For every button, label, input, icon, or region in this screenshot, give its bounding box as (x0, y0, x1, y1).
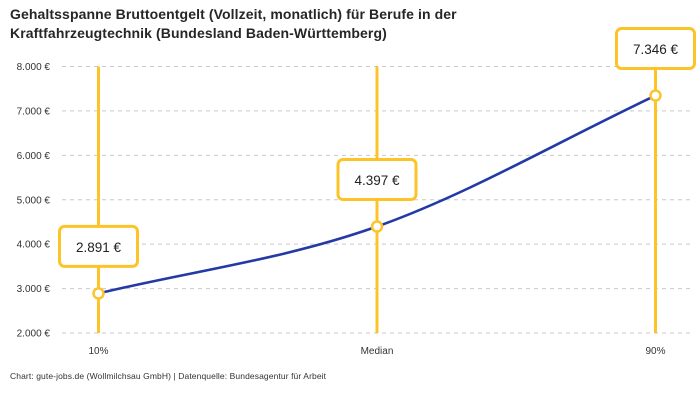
y-tick-label: 2.000 € (17, 329, 51, 340)
y-tick-label: 8.000 € (17, 62, 51, 73)
chart-title-line-1: Gehaltsspanne Bruttoentgelt (Vollzeit, m… (10, 6, 457, 22)
y-tick-label: 5.000 € (17, 195, 51, 206)
data-point-marker (92, 287, 105, 300)
chart-title: Gehaltsspanne Bruttoentgelt (Vollzeit, m… (10, 5, 457, 43)
value-callout-label: 7.346 € (633, 42, 679, 57)
data-point-marker (649, 89, 662, 102)
y-tick-label: 4.000 € (17, 240, 51, 251)
x-tick-label: 10% (88, 346, 108, 357)
value-callout-label: 4.397 € (354, 173, 400, 188)
value-callout-box (336, 158, 418, 202)
value-callout-box (615, 27, 696, 71)
y-tick-label: 6.000 € (17, 151, 51, 162)
data-point-marker (370, 220, 384, 233)
y-tick-label: 7.000 € (17, 106, 51, 117)
value-callout-box (58, 224, 139, 268)
value-callout-label: 2.891 € (76, 240, 122, 255)
chart-title-line-2: Kraftfahrzeugtechnik (Bundesland Baden-W… (10, 25, 387, 41)
y-tick-label: 3.000 € (17, 284, 51, 295)
x-tick-label: 90% (645, 346, 665, 357)
x-tick-label: Median (361, 346, 394, 357)
chart-footer-credit: Chart: gute-jobs.de (Wollmilchsau GmbH) … (10, 371, 327, 381)
